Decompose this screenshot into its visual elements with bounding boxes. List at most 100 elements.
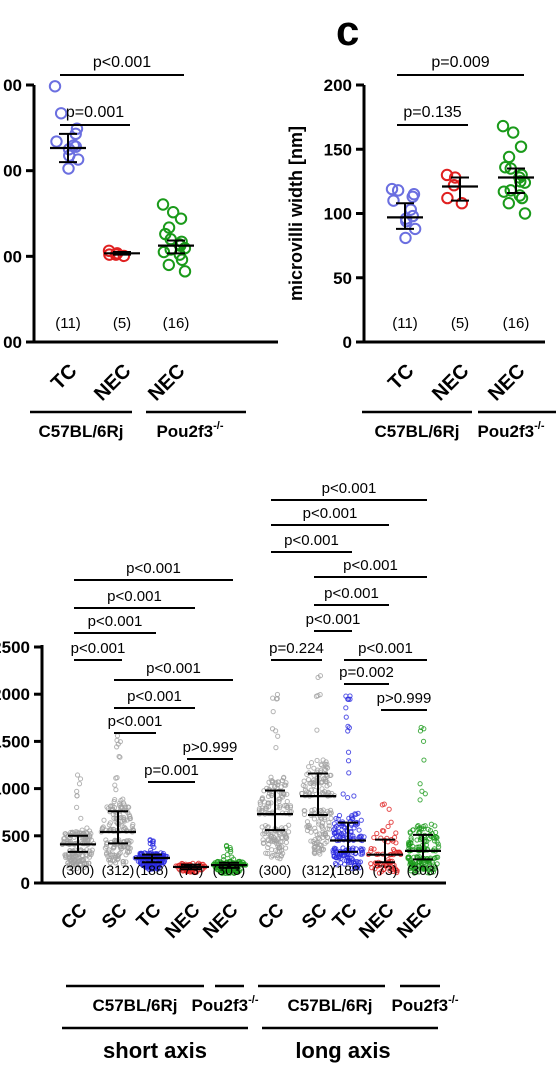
y-tick-label: 00 [3, 76, 22, 95]
data-point [256, 808, 262, 814]
data-point [305, 777, 312, 783]
data-point [103, 837, 109, 843]
data-point [286, 822, 292, 828]
data-point [384, 863, 390, 869]
data-point [408, 837, 414, 843]
data-point [126, 838, 132, 844]
count-label: (188) [332, 862, 365, 878]
axis-group-label-short: short axis [103, 1038, 207, 1063]
y-tick-label: 200 [324, 76, 352, 95]
data-point [66, 855, 72, 861]
data-point [326, 820, 332, 826]
count-label: (16) [163, 315, 190, 332]
group-label-pou-superscript: -/- [248, 994, 259, 1006]
data-point [499, 161, 512, 174]
data-point [100, 824, 106, 830]
data-point [147, 837, 153, 844]
data-point [178, 265, 192, 278]
data-point [277, 805, 283, 811]
data-point [421, 866, 427, 872]
data-point [326, 823, 332, 829]
data-point [174, 212, 188, 225]
data-point [343, 693, 349, 699]
data-point [310, 777, 317, 783]
data-point [125, 804, 131, 810]
data-point [138, 860, 144, 867]
data-point [275, 855, 281, 861]
data-point [71, 153, 85, 166]
data-point [423, 864, 430, 871]
count-label: (303) [407, 862, 440, 878]
data-point [99, 825, 106, 831]
data-point [309, 807, 315, 813]
data-point [279, 844, 285, 850]
data-point [335, 816, 341, 822]
data-point [259, 796, 265, 803]
data-point [86, 860, 92, 866]
data-point [320, 807, 326, 813]
data-point [356, 865, 363, 871]
data-point [117, 754, 123, 760]
data-point [420, 738, 427, 744]
p-value-label: p<0.001 [107, 588, 162, 605]
p-value-label: p<0.001 [71, 640, 126, 657]
data-point [308, 780, 314, 786]
data-point [368, 845, 374, 852]
category-label: NEC [90, 360, 135, 405]
group-label-c57: C57BL/6Rj [374, 422, 459, 441]
data-point [273, 728, 279, 734]
p-value-label: p>0.999 [183, 739, 238, 756]
data-point [263, 850, 269, 856]
data-point [393, 830, 399, 836]
y-tick-label: 0 [21, 874, 30, 893]
data-point [346, 725, 352, 731]
data-point [223, 843, 230, 850]
data-point [112, 796, 118, 803]
y-tick-label: 50 [333, 269, 352, 288]
y-tick-label: 2000 [0, 685, 30, 704]
data-point [311, 850, 317, 856]
data-point [311, 806, 318, 813]
data-point [351, 865, 358, 871]
data-point [175, 253, 189, 266]
data-point [283, 839, 289, 846]
data-point [119, 845, 125, 852]
data-point [111, 799, 117, 805]
data-point [315, 839, 321, 845]
panel-letter-c: c [336, 7, 359, 54]
data-point [48, 80, 62, 93]
data-point [314, 727, 320, 733]
data-point [358, 817, 364, 823]
data-point [78, 861, 84, 867]
data-point [322, 817, 328, 823]
data-point [343, 714, 349, 720]
data-point [265, 844, 271, 851]
data-point [391, 184, 405, 197]
data-point [111, 815, 117, 821]
chart-bottom: 05001000150020002500(300)CC(312)SC(188)T… [0, 480, 459, 1063]
data-point [312, 825, 318, 831]
chart-left-top: 00 00 00 00 (11) TC (5) NEC (16) NEC p=0.001 p<0.00… [3, 54, 278, 441]
count-label: (300) [62, 862, 95, 878]
p-value-label: p=0.002 [339, 664, 394, 681]
data-point [312, 843, 318, 850]
data-point [110, 803, 116, 809]
data-point [328, 815, 334, 821]
data-point [408, 868, 414, 874]
data-point [340, 845, 346, 851]
data-point [345, 758, 352, 764]
data-point [265, 824, 271, 830]
data-point [356, 827, 362, 833]
p-value-label: p<0.001 [306, 611, 361, 628]
data-point [379, 802, 385, 808]
data-point [317, 851, 323, 857]
data-point [350, 845, 356, 851]
data-point [434, 839, 440, 845]
group-label-pou-short: Pou2f3-/- [191, 994, 258, 1015]
y-axis-label: microvilli width [nm] [286, 126, 306, 301]
data-point [333, 815, 339, 822]
data-point [334, 851, 340, 857]
data-point [418, 724, 424, 731]
count-label: (303) [213, 862, 246, 878]
data-point [411, 870, 417, 876]
